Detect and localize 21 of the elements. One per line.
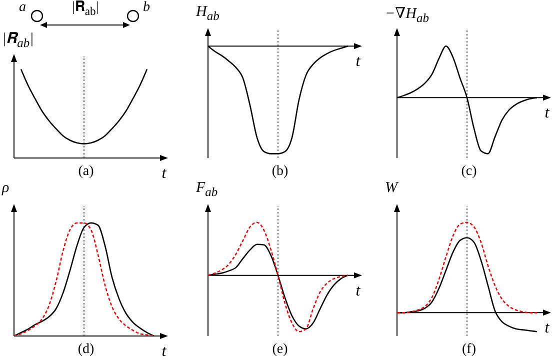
text: b: [143, 0, 150, 16]
text: (a): [78, 164, 94, 179]
y-axis-title: |𝐑$_{ab}$|: [2, 31, 34, 50]
text: a: [19, 0, 26, 16]
x-axis-title: t: [356, 282, 361, 300]
y-axis-title: ρ: [2, 180, 10, 196]
y-axis-title: H$_{ab}$: [196, 4, 220, 23]
text: (c): [461, 164, 477, 179]
text: (b): [272, 164, 288, 179]
x-axis-title: t: [356, 53, 361, 70]
x-axis-title: t: [162, 165, 167, 182]
text: |𝐑$_{ab}$|: [72, 0, 99, 18]
y-axis-title: −∇H$_{ab}$: [385, 6, 429, 25]
x-axis-title: t: [544, 320, 550, 337]
text: (e): [272, 342, 288, 357]
x-axis-title: t: [162, 343, 167, 360]
y-axis-title: W: [385, 180, 398, 196]
text: (f): [462, 342, 476, 357]
text: (d): [78, 342, 94, 357]
y-axis-title: F$_{ab}$: [196, 180, 218, 199]
x-axis-title: t: [544, 104, 550, 122]
